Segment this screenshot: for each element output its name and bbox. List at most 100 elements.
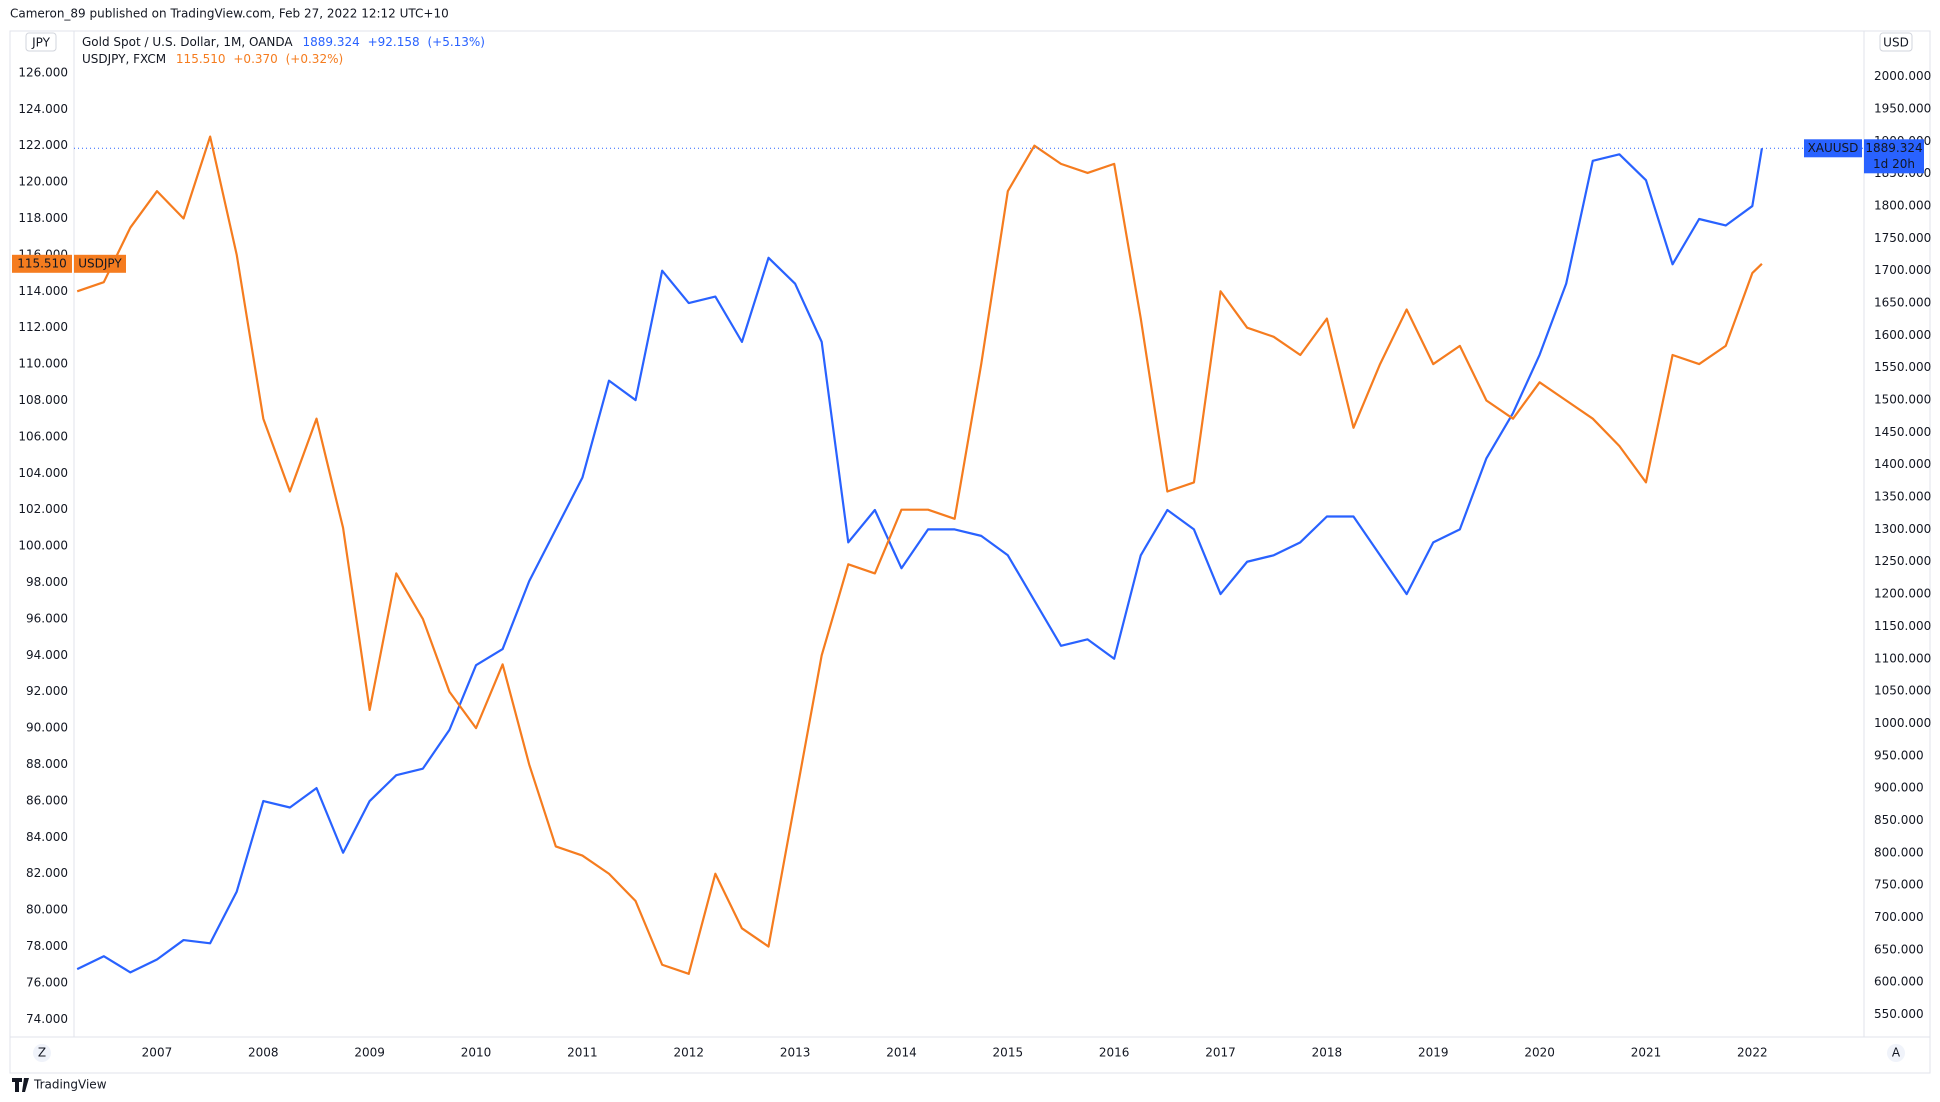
y-tick-label: 112.000 bbox=[18, 320, 68, 334]
y-tick-label: 82.000 bbox=[26, 866, 68, 880]
y2-tick-label: 750.000 bbox=[1874, 878, 1924, 892]
price-box bbox=[1864, 139, 1924, 174]
y2-tick-label: 1150.000 bbox=[1874, 619, 1931, 633]
unit-box bbox=[1879, 32, 1913, 52]
tag-label: XAUUSD bbox=[1808, 141, 1859, 155]
y2-tick-label: 900.000 bbox=[1874, 781, 1924, 795]
y2-tick-label: 1700.000 bbox=[1874, 263, 1931, 277]
y-tick-label: 84.000 bbox=[26, 830, 68, 844]
y-tick-label: 108.000 bbox=[18, 393, 68, 407]
x-tick-label: 2007 bbox=[142, 1046, 173, 1060]
y-tick-label: 104.000 bbox=[18, 466, 68, 480]
legend-entry: Gold Spot / U.S. Dollar, 1M, OANDA 1889.… bbox=[82, 35, 485, 49]
y-tick-label: 96.000 bbox=[26, 611, 68, 625]
legend-name: Gold Spot / U.S. Dollar, 1M, OANDA bbox=[82, 35, 293, 49]
tag-box bbox=[74, 254, 126, 273]
x-tick-label: 2009 bbox=[354, 1046, 385, 1060]
x-tick-label: 2015 bbox=[993, 1046, 1024, 1060]
legend-entry: USDJPY, FXCM 115.510 +0.370 (+0.32%) bbox=[82, 52, 343, 66]
y2-tick-label: 1600.000 bbox=[1874, 328, 1931, 342]
y2-tick-label: 600.000 bbox=[1874, 975, 1924, 989]
x-tick-label: 2010 bbox=[461, 1046, 492, 1060]
y2-tick-label: 850.000 bbox=[1874, 813, 1924, 827]
y2-tick-label: 1000.000 bbox=[1874, 716, 1931, 730]
y2-tick-label: 550.000 bbox=[1874, 1007, 1924, 1021]
legend-change-pct: (+0.32%) bbox=[286, 52, 344, 66]
series-line bbox=[76, 135, 1763, 975]
x-tick-label: 2021 bbox=[1631, 1046, 1662, 1060]
y-tick-label: 98.000 bbox=[26, 575, 68, 589]
y2-tick-label: 1500.000 bbox=[1874, 393, 1931, 407]
y-tick-label: 106.000 bbox=[18, 429, 68, 443]
button[interactable] bbox=[1887, 1044, 1905, 1062]
y-tick-label: 92.000 bbox=[26, 684, 68, 698]
y-tick-label: 100.000 bbox=[18, 539, 68, 553]
y2-tick-label: 700.000 bbox=[1874, 910, 1924, 924]
x-tick-label: 2020 bbox=[1524, 1046, 1555, 1060]
x-tick-label: 2018 bbox=[1312, 1046, 1343, 1060]
y2-tick-label: 1050.000 bbox=[1874, 684, 1931, 698]
y2-tick-label: 800.000 bbox=[1874, 845, 1924, 859]
legend-change: +92.158 bbox=[368, 35, 420, 49]
y2-tick-label: 1650.000 bbox=[1874, 296, 1931, 310]
x-tick-label: 2011 bbox=[567, 1046, 598, 1060]
button-label[interactable]: A bbox=[1892, 1046, 1901, 1060]
y-tick-label: 88.000 bbox=[26, 757, 68, 771]
y2-tick-label: 1950.000 bbox=[1874, 102, 1931, 116]
y-tick-label: 102.000 bbox=[18, 502, 68, 516]
tag-box bbox=[1804, 139, 1862, 158]
legend-last: 115.510 bbox=[176, 52, 226, 66]
y-tick-label: 80.000 bbox=[26, 903, 68, 917]
y-tick-label: 76.000 bbox=[26, 975, 68, 989]
x-tick-label: 2017 bbox=[1205, 1046, 1236, 1060]
y-unit: JPY bbox=[31, 36, 51, 50]
y-tick-label: 86.000 bbox=[26, 793, 68, 807]
chart-frame bbox=[9, 30, 1931, 1074]
y-tick-label: 90.000 bbox=[26, 721, 68, 735]
legend-change-pct: (+5.13%) bbox=[427, 35, 485, 49]
y-tick-label: 124.000 bbox=[18, 102, 68, 116]
y2-tick-label: 2000.000 bbox=[1874, 69, 1931, 83]
x-tick-label: 2013 bbox=[780, 1046, 811, 1060]
legend-name: USDJPY, FXCM bbox=[82, 52, 166, 66]
brand: TradingView bbox=[33, 1078, 107, 1092]
y-tick-label: 78.000 bbox=[26, 939, 68, 953]
y2-tick-label: 1100.000 bbox=[1874, 651, 1931, 665]
y-tick-label: 126.000 bbox=[18, 65, 68, 79]
y2-unit: USD bbox=[1883, 36, 1909, 50]
legend-last: 1889.324 bbox=[302, 35, 359, 49]
y2-tick-label: 1350.000 bbox=[1874, 490, 1931, 504]
y2-tick-label: 1750.000 bbox=[1874, 231, 1931, 245]
y-tick-label: 122.000 bbox=[18, 138, 68, 152]
y-tick-label: 110.000 bbox=[18, 357, 68, 371]
unit-box bbox=[25, 32, 57, 52]
y2-tick-label: 1800.000 bbox=[1874, 199, 1931, 213]
y-tick-label: 114.000 bbox=[18, 284, 68, 298]
publisher: Cameron_89 published on TradingView.com,… bbox=[10, 7, 449, 21]
y-tick-label: 118.000 bbox=[18, 211, 68, 225]
tag-label: USDJPY bbox=[78, 256, 122, 270]
price-box bbox=[12, 254, 72, 273]
y2-tick-label: 1200.000 bbox=[1874, 587, 1931, 601]
x-tick-label: 2014 bbox=[886, 1046, 917, 1060]
y2-tick-label: 1250.000 bbox=[1874, 554, 1931, 568]
y2-tick-label: 950.000 bbox=[1874, 748, 1924, 762]
y2-tick-label: 650.000 bbox=[1874, 942, 1924, 956]
y2-tick-label: 1300.000 bbox=[1874, 522, 1931, 536]
y-tick-label: 120.000 bbox=[18, 175, 68, 189]
x-tick-label: 2019 bbox=[1418, 1046, 1449, 1060]
countdown: 1d 20h bbox=[1873, 157, 1915, 171]
series-line bbox=[76, 148, 1763, 974]
button[interactable] bbox=[33, 1044, 51, 1062]
price-label: 115.510 bbox=[17, 256, 67, 270]
x-tick-label: 2016 bbox=[1099, 1046, 1130, 1060]
x-tick-label: 2012 bbox=[673, 1046, 704, 1060]
x-tick-label: 2022 bbox=[1737, 1046, 1768, 1060]
y-tick-label: 74.000 bbox=[26, 1012, 68, 1026]
button-label[interactable]: Z bbox=[38, 1046, 46, 1060]
brand-logo bbox=[12, 1078, 29, 1092]
legend-change: +0.370 bbox=[233, 52, 277, 66]
